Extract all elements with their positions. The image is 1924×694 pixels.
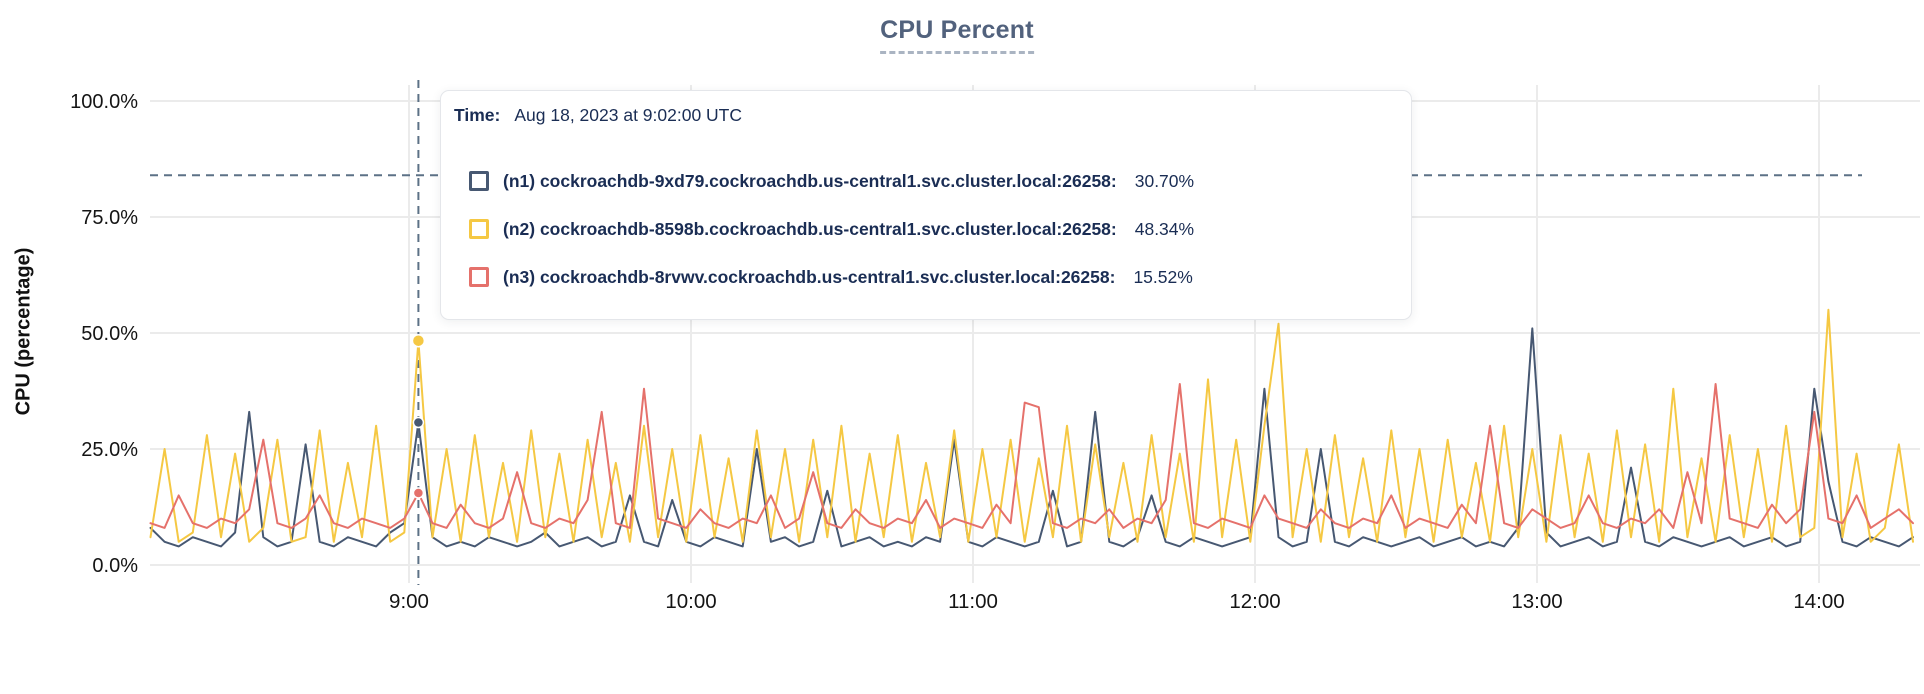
highlight-dot-n2 <box>411 333 426 348</box>
tooltip-time-row: Time: Aug 18, 2023 at 9:02:00 UTC <box>454 105 742 126</box>
chart-title: CPU Percent <box>880 16 1034 54</box>
y-tick-label: 100.0% <box>70 91 138 113</box>
highlight-dot-n3 <box>412 487 425 499</box>
tooltip-time-label: Time: <box>454 105 501 125</box>
highlight-dot-n1 <box>412 416 425 429</box>
y-tick-label: 50.0% <box>81 323 138 345</box>
tooltip-series-label: (n2) cockroachdb-8598b.cockroachdb.us-ce… <box>503 218 1117 239</box>
grid-lines: 0.0% 25.0% 50.0% 75.0% 100.0% 9:00 10:00 11:00 1… <box>70 85 1920 613</box>
x-tick-label: 13:00 <box>1511 590 1562 613</box>
tooltip-series-label: (n3) cockroachdb-8rvwv.cockroachdb.us-ce… <box>503 266 1116 287</box>
series-line-n2 <box>149 308 1914 543</box>
tooltip-series-value: 15.52% <box>1133 266 1193 287</box>
x-tick-label: 11:00 <box>948 590 998 613</box>
x-tick-label: 14:00 <box>1793 590 1844 613</box>
y-tick-label: 75.0% <box>81 207 138 229</box>
series-n2-swatch-icon <box>469 219 489 239</box>
tooltip-series-value: 30.70% <box>1134 170 1195 191</box>
x-tick-label: 12:00 <box>1229 590 1280 613</box>
series-n1-swatch-icon <box>469 171 489 191</box>
y-tick-label: 0.0% <box>92 555 138 577</box>
series-n3-swatch-icon <box>469 267 489 287</box>
y-tick-label: 25.0% <box>81 439 138 461</box>
tooltip-series-value: 48.34% <box>1134 218 1195 239</box>
y-axis-label: CPU (percentage) <box>12 247 35 416</box>
tooltip-time-value: Aug 18, 2023 at 9:02:00 UTC <box>514 105 743 125</box>
tooltip-series-row-n3: (n3) cockroachdb-8rvwv.cockroachdb.us-ce… <box>469 253 1383 301</box>
tooltip-series-row-n1: (n1) cockroachdb-9xd79.cockroachdb.us-ce… <box>469 157 1383 205</box>
x-tick-label: 10:00 <box>665 590 716 613</box>
tooltip-series-list: (n1) cockroachdb-9xd79.cockroachdb.us-ce… <box>469 157 1383 301</box>
x-tick-label: 9:00 <box>389 590 429 613</box>
series-line-n3 <box>149 383 1914 529</box>
chart-tooltip: Time: Aug 18, 2023 at 9:02:00 UTC (n1) co… <box>440 90 1412 320</box>
tooltip-series-row-n2: (n2) cockroachdb-8598b.cockroachdb.us-ce… <box>469 205 1383 253</box>
series-line-n1 <box>149 327 1914 548</box>
tooltip-series-label: (n1) cockroachdb-9xd79.cockroachdb.us-ce… <box>503 170 1117 191</box>
